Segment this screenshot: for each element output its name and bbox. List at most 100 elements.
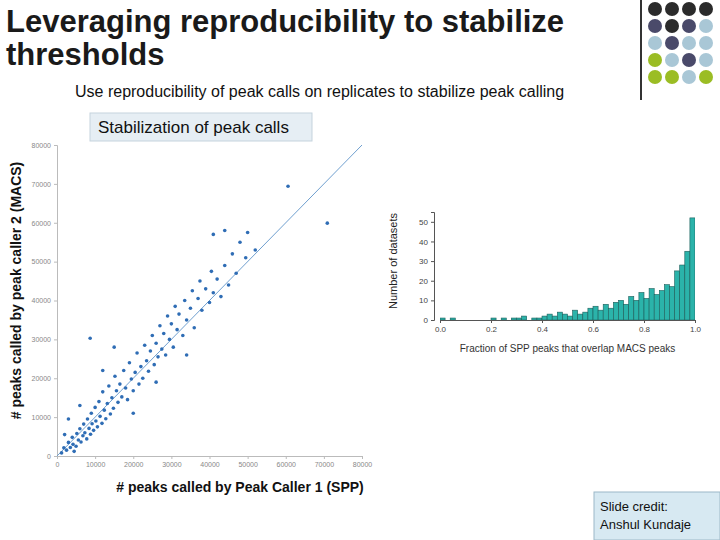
scatter-point bbox=[135, 351, 139, 355]
decor-dot bbox=[665, 36, 679, 50]
scatter-point bbox=[128, 361, 132, 365]
hist-bar bbox=[619, 300, 624, 320]
hist-bar bbox=[517, 318, 522, 320]
scatter-point bbox=[215, 277, 219, 281]
chart-title-box bbox=[90, 113, 312, 141]
hist-bar bbox=[496, 320, 501, 321]
scatter-point bbox=[107, 384, 111, 388]
hist-x-tick-mark bbox=[440, 320, 441, 323]
scatter-point bbox=[109, 412, 113, 416]
y-tick: 50000 bbox=[32, 258, 57, 265]
scatter-point bbox=[112, 406, 116, 410]
scatter-point bbox=[151, 334, 155, 338]
decor-dot bbox=[699, 19, 713, 33]
decor-dot bbox=[665, 19, 679, 33]
scatter-point bbox=[102, 408, 106, 412]
y-tick-mark bbox=[54, 456, 57, 457]
scatter-point bbox=[204, 287, 208, 291]
scatter-point bbox=[141, 376, 145, 380]
slide-title: thresholds bbox=[6, 37, 164, 72]
decor-rule bbox=[640, 0, 642, 100]
decor-dot bbox=[648, 36, 662, 50]
scatter-point bbox=[98, 415, 102, 419]
scatter-point bbox=[126, 398, 130, 402]
hist-x-tick-label: 0.4 bbox=[537, 325, 549, 334]
page: {"slide": { "title": ["Leveraging reprod… bbox=[0, 0, 720, 540]
hist-y-tick: 50 bbox=[419, 218, 434, 227]
decoration bbox=[641, 0, 713, 100]
scatter-point bbox=[210, 270, 214, 274]
hist-y-tick-mark bbox=[431, 241, 434, 242]
scatter-point bbox=[208, 301, 212, 305]
y-tick-label: 30000 bbox=[32, 336, 52, 343]
scatter-point bbox=[112, 345, 116, 349]
y-tick-mark bbox=[54, 145, 57, 146]
y-tick-mark bbox=[54, 223, 57, 224]
scatter-point bbox=[85, 437, 89, 441]
decor-dot bbox=[682, 2, 696, 16]
hist-x-tick: 0.6 bbox=[588, 320, 600, 334]
scatter-point bbox=[118, 382, 122, 386]
credit-box bbox=[594, 492, 720, 540]
x-tick: 10000 bbox=[86, 456, 106, 468]
x-tick-label: 50000 bbox=[238, 461, 258, 468]
scatter-point bbox=[223, 264, 227, 268]
diagonal-line bbox=[57, 145, 362, 456]
hist-bar bbox=[685, 251, 690, 320]
scatter-point bbox=[120, 395, 124, 399]
scatter-point bbox=[65, 448, 69, 452]
y-axis: 0100002000030000400005000060000700008000… bbox=[32, 142, 58, 460]
decor-dot bbox=[682, 19, 696, 33]
scatter-point bbox=[101, 369, 105, 373]
y-tick-label: 70000 bbox=[32, 181, 52, 188]
hist-bar bbox=[583, 312, 588, 320]
hist-bar bbox=[491, 318, 496, 320]
hist-y-axis-title: Number of datasets bbox=[387, 213, 399, 309]
scatter-point bbox=[185, 353, 189, 357]
y-tick-label: 40000 bbox=[32, 297, 52, 304]
hist-x-tick-label: 0.2 bbox=[486, 325, 498, 334]
y-tick: 30000 bbox=[32, 336, 57, 343]
hist-y-tick-label: 40 bbox=[419, 238, 428, 247]
scatter-point bbox=[131, 389, 135, 393]
scatter-point bbox=[154, 341, 158, 345]
scatter-point bbox=[173, 305, 177, 309]
scatter-point bbox=[175, 328, 179, 332]
scatter-point bbox=[106, 402, 110, 406]
scatter-point bbox=[88, 336, 92, 340]
scatter-point bbox=[115, 389, 119, 393]
chart-title: Stabilization of peak calls bbox=[98, 118, 289, 137]
hist-y-tick: 20 bbox=[419, 277, 434, 286]
x-tick-label: 80000 bbox=[353, 461, 373, 468]
hist-bar bbox=[527, 320, 532, 321]
hist-x-tick-mark bbox=[593, 320, 594, 323]
hist-bar bbox=[481, 320, 486, 321]
scatter-point bbox=[191, 289, 195, 293]
scatter-point bbox=[185, 318, 189, 322]
hist-x-tick-label: 0.6 bbox=[588, 325, 600, 334]
scatter-point bbox=[63, 433, 67, 437]
hist-bar bbox=[511, 318, 516, 320]
x-tick: 30000 bbox=[162, 456, 182, 468]
hist-bar bbox=[471, 320, 476, 321]
scatter-point bbox=[212, 291, 216, 295]
scatter-point bbox=[116, 401, 120, 405]
hist-x-tick: 0.8 bbox=[639, 320, 651, 334]
scatter-point bbox=[170, 322, 174, 326]
decor-dot bbox=[665, 2, 679, 16]
slide-credit: Anshul Kundaje bbox=[600, 517, 691, 532]
scatter-point bbox=[83, 431, 87, 435]
y-tick: 40000 bbox=[32, 297, 57, 304]
hist-y-tick-mark bbox=[431, 261, 434, 262]
y-tick: 10000 bbox=[32, 414, 57, 421]
y-tick: 0 bbox=[47, 453, 57, 460]
decor-dot bbox=[648, 2, 662, 16]
scatter-point bbox=[90, 422, 94, 426]
y-tick-mark bbox=[54, 301, 57, 302]
scatter-point bbox=[177, 312, 181, 316]
decor-dot bbox=[648, 70, 662, 84]
scatter-point bbox=[139, 365, 143, 369]
scatter-point bbox=[101, 390, 105, 394]
scatter-point bbox=[189, 306, 193, 310]
hist-bar bbox=[466, 320, 471, 321]
